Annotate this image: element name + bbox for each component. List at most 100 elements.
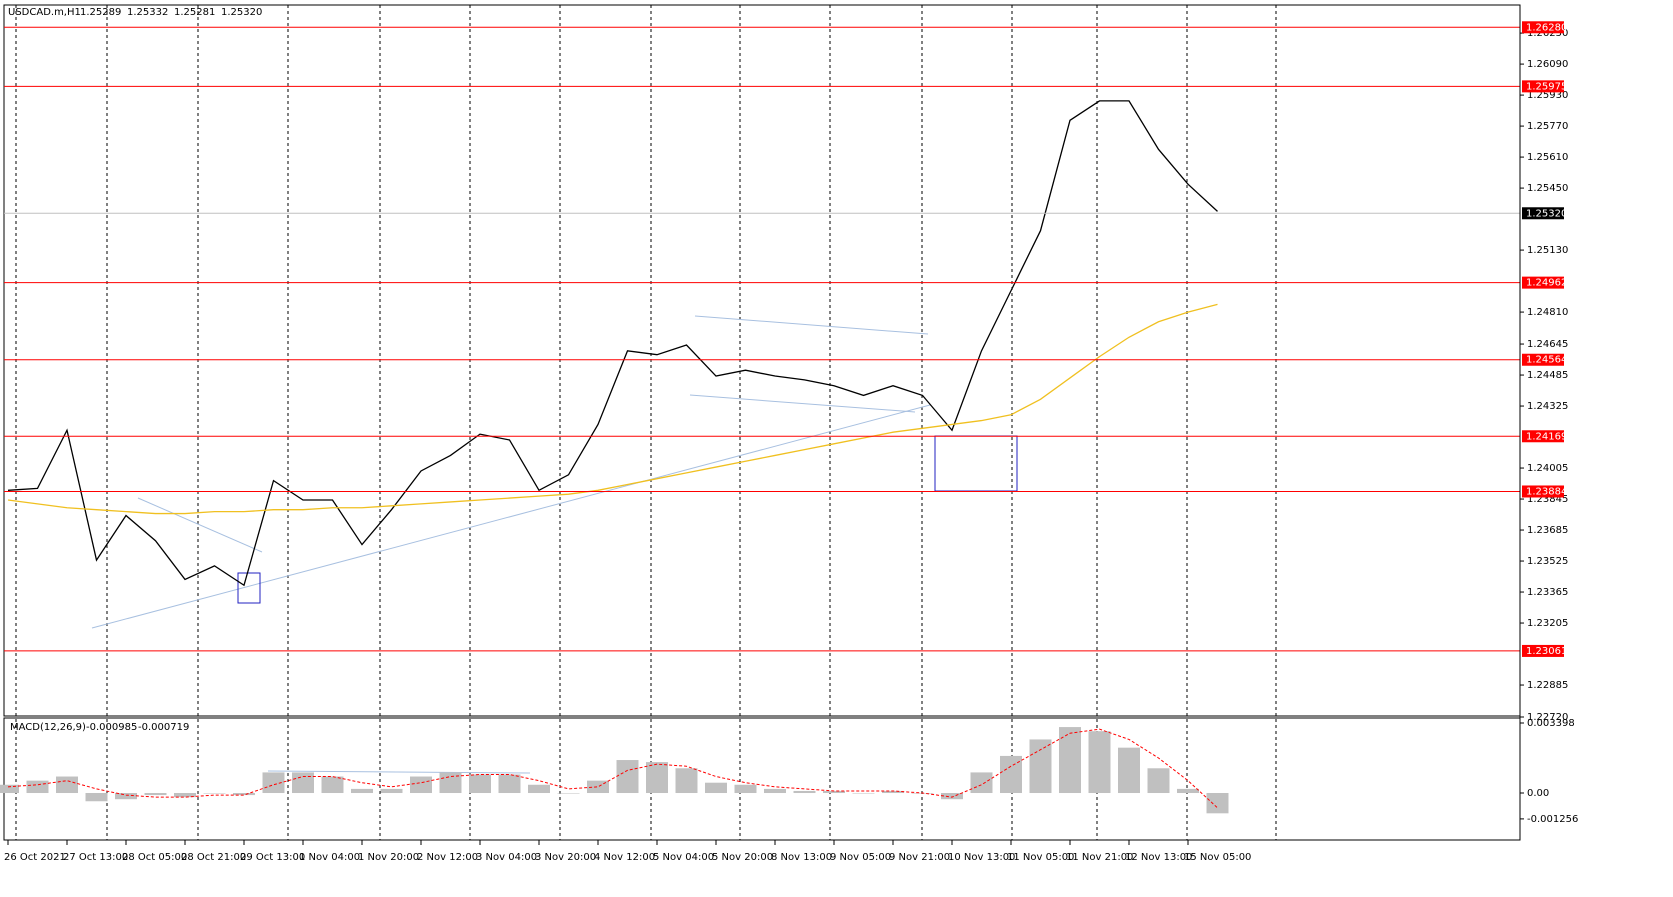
macd-bar [292, 772, 314, 794]
macd-bar [1147, 768, 1170, 794]
level-tag [1522, 430, 1564, 443]
level-tag [1522, 485, 1564, 498]
last-price-label: 1.25320 [1526, 208, 1567, 219]
x-tick-label: 15 Nov 05:00 [1184, 852, 1251, 863]
x-tick-label: 27 Oct 13:00 [63, 852, 128, 863]
macd-bar [557, 793, 580, 794]
x-tick-label: 26 Oct 2021 [4, 852, 66, 863]
x-tick-label: 9 Nov 21:00 [889, 852, 950, 863]
price-line [7, 303, 1218, 515]
x-tick-label: 8 Nov 13:00 [771, 852, 832, 863]
macd-bar [705, 782, 727, 794]
macd-value: -0.000719 [138, 722, 189, 733]
y-tick-label: 1.24005 [1527, 463, 1568, 474]
ohlc-value: 1.25289 [80, 7, 121, 18]
macd-value: -0.000985 [86, 722, 137, 733]
macd-bar [85, 793, 108, 802]
macd-bar [1177, 788, 1199, 794]
macd-bar [734, 784, 757, 794]
macd-bar [941, 793, 963, 800]
x-tick-label: 11 Nov 21:00 [1066, 852, 1133, 863]
macd-bar [115, 793, 137, 800]
x-tick-label: 1 Nov 20:00 [358, 852, 419, 863]
macd-bar [1059, 727, 1081, 794]
y-tick-label: -0.001256 [1527, 814, 1578, 825]
trendlines [91, 315, 931, 774]
x-tick-label: 28 Oct 21:00 [181, 852, 246, 863]
macd-bar [823, 790, 845, 794]
macd-bar [56, 776, 78, 794]
ohlc-value: 1.25320 [221, 7, 262, 18]
y-tick-label: 1.23845 [1527, 494, 1568, 505]
x-tick-label: 5 Nov 04:00 [653, 852, 714, 863]
macd-bar [144, 793, 167, 796]
macd-bar [616, 760, 639, 794]
y-tick-label: 1.22720 [1527, 712, 1568, 723]
y-tick-label: 1.24325 [1527, 401, 1568, 412]
y-tick-label: 1.23365 [1527, 587, 1568, 598]
y-tick-label: 1.25130 [1527, 245, 1568, 256]
y-tick-label: 1.24485 [1527, 370, 1568, 381]
ohlc-value: 1.25281 [174, 7, 215, 18]
macd-bar [26, 780, 49, 794]
macd-bar [351, 788, 373, 794]
y-tick-label: 0.003398 [1527, 718, 1575, 729]
macd-bar [469, 774, 491, 794]
period-separators [15, 5, 1277, 840]
price-line [7, 100, 1218, 587]
x-tick-label: 4 Nov 12:00 [594, 852, 655, 863]
signal-line [7, 728, 1218, 809]
macd-bar [498, 774, 521, 794]
macd-bar [882, 790, 904, 794]
macd-bar [233, 793, 255, 796]
macd-bar [1118, 747, 1140, 794]
x-tick-label: 29 Oct 13:00 [240, 852, 305, 863]
level-label: 1.25975 [1526, 81, 1567, 92]
level-tag [1522, 80, 1564, 93]
level-tag [1522, 21, 1564, 34]
macd-bar [410, 776, 432, 794]
macd-bar [203, 793, 226, 794]
x-tick-label: 2 Nov 12:00 [417, 852, 478, 863]
macd-title: MACD(12,26,9) [10, 722, 86, 733]
y-tick-label: 1.26090 [1527, 59, 1568, 70]
level-label: 1.24564 [1526, 355, 1567, 366]
level-tag [1522, 353, 1564, 366]
macd-bar [528, 784, 550, 794]
ohlc-value: 1.25332 [127, 7, 168, 18]
y-tick-label: 1.25930 [1527, 90, 1568, 101]
macd-bar [174, 793, 196, 798]
x-tick-label: 3 Nov 20:00 [535, 852, 596, 863]
x-tick-label: 1 Nov 04:00 [299, 852, 360, 863]
level-label: 1.26280 [1526, 22, 1567, 33]
macd-bar [646, 762, 668, 794]
y-tick-label: 0.00 [1527, 788, 1549, 799]
y-tick-label: 1.24645 [1527, 339, 1568, 350]
x-tick-label: 9 Nov 05:00 [830, 852, 891, 863]
y-tick-label: 1.23525 [1527, 556, 1568, 567]
level-tag [1522, 644, 1564, 657]
macd-bar [764, 788, 786, 794]
macd-bar [380, 788, 403, 794]
macd-bar [1206, 793, 1229, 814]
macd-bar [852, 793, 875, 794]
level-label: 1.23061 [1526, 646, 1567, 657]
y-tick-label: 1.25610 [1527, 152, 1568, 163]
macd-bar [1000, 755, 1022, 794]
level-label: 1.24962 [1526, 278, 1567, 289]
x-tick-label: 12 Nov 13:00 [1125, 852, 1192, 863]
y-tick-label: 1.24810 [1527, 307, 1568, 318]
symbol: USDCAD.m,H1 [8, 7, 81, 18]
last-price-tag [1522, 207, 1564, 220]
y-tick-label: 1.26250 [1527, 28, 1568, 39]
macd-bar [1088, 731, 1111, 794]
macd-bar [0, 784, 19, 794]
macd-bar [675, 768, 698, 794]
x-tick-label: 3 Nov 04:00 [476, 852, 537, 863]
level-label: 1.23884 [1526, 486, 1567, 497]
x-tick-label: 11 Nov 05:00 [1007, 852, 1074, 863]
y-tick-label: 1.25770 [1527, 121, 1568, 132]
x-tick-label: 10 Nov 13:00 [948, 852, 1015, 863]
